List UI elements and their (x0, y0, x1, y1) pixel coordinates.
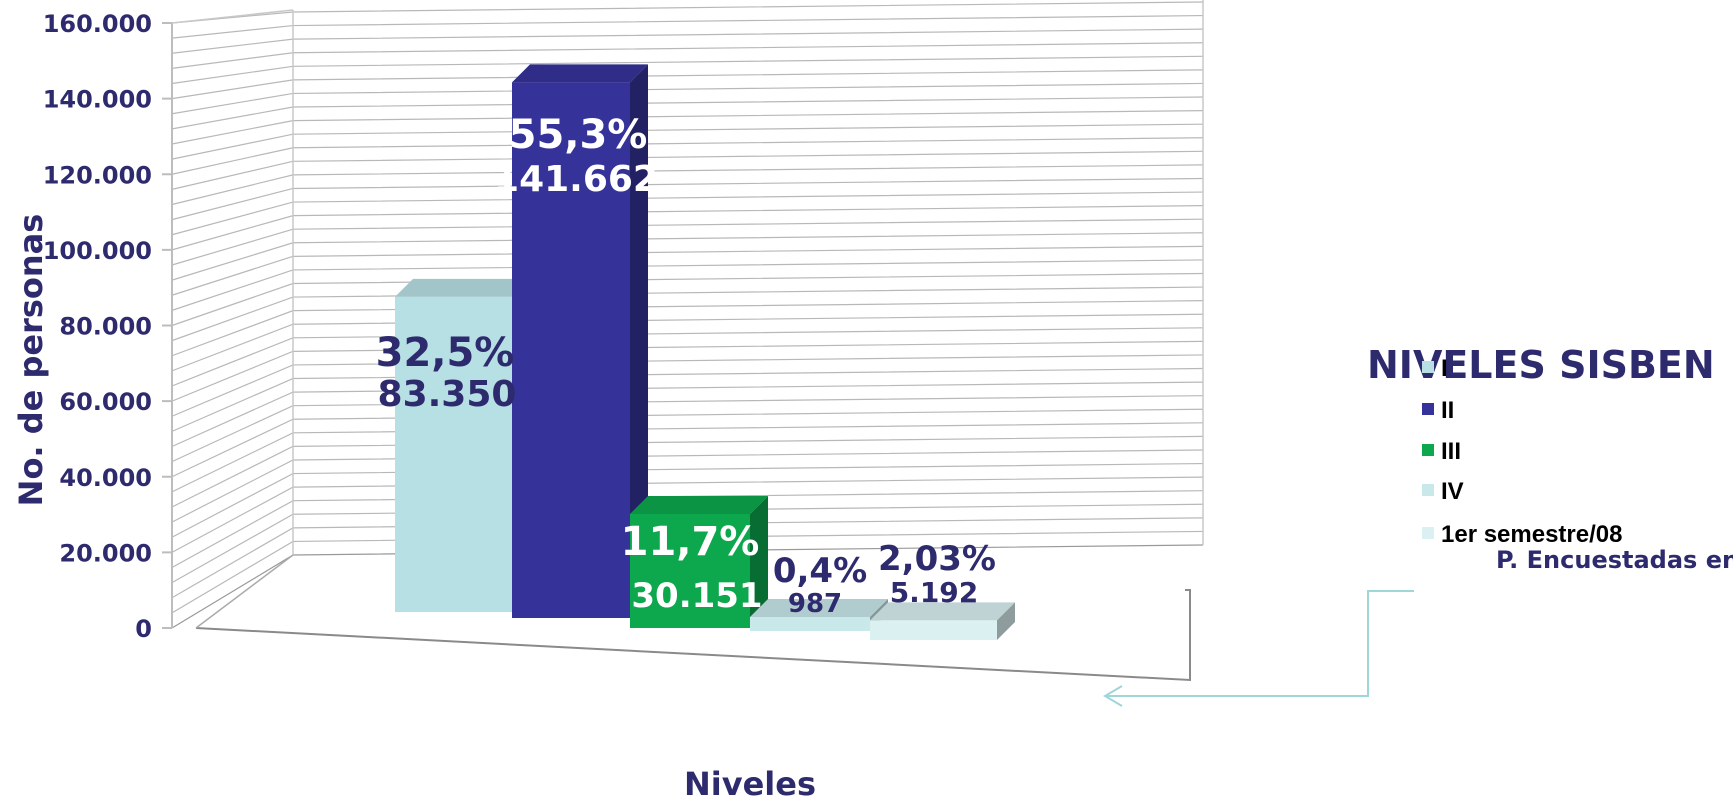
value-label: 5.192 (890, 576, 979, 609)
legend-item: II (1422, 397, 1454, 424)
legend-item: III (1422, 438, 1461, 465)
legend-label: III (1441, 438, 1461, 465)
legend-item: 1er semestre/08 (1422, 521, 1622, 548)
y-tick-label: 0 (135, 615, 152, 643)
y-axis-ticks: 0 20.000 40.000 60.000 80.000 100.000 120.000 1… (43, 10, 172, 643)
y-tick-label: 100.000 (43, 237, 152, 265)
y-tick-label: 60.000 (59, 388, 152, 416)
percent-label: 32,5% (376, 330, 515, 376)
legend-swatch (1422, 403, 1434, 415)
value-label: 30.151 (631, 576, 762, 616)
percent-label: 55,3% (509, 112, 648, 158)
chart-bars (395, 64, 1015, 640)
legend-label: I (1441, 355, 1448, 382)
legend-swatch (1422, 444, 1434, 456)
percent-label: 0,4% (773, 551, 867, 591)
bar-5 (870, 602, 1015, 640)
y-tick-label: 140.000 (43, 86, 152, 114)
y-tick-label: 120.000 (43, 161, 152, 189)
data-labels: 32,5%83.350 55,3%141.662 11,7% 30.151 0,4%98… (376, 112, 996, 619)
y-tick-label: 160.000 (43, 10, 152, 38)
y-tick-label: 40.000 (59, 464, 152, 492)
legend-label: 1er semestre/08 (1441, 521, 1622, 548)
value-label: 141.662 (494, 159, 658, 200)
bar-2 (512, 64, 648, 618)
legend-item: I (1422, 355, 1448, 382)
percent-label: 11,7% (621, 519, 760, 565)
legend-label: II (1441, 397, 1454, 424)
bar-1 (395, 278, 530, 612)
y-tick-label: 20.000 (59, 539, 152, 567)
y-axis-title: No. de personas (12, 214, 50, 507)
x-axis-title: Niveles (684, 765, 816, 801)
annotation-arrow (1103, 590, 1414, 707)
bar-3 (630, 495, 768, 628)
chart-frame (171, 0, 1204, 682)
legend-swatch (1422, 484, 1434, 496)
legend-item: IV (1422, 478, 1464, 505)
legend-label: IV (1441, 478, 1464, 505)
legend-title: NIVELES SISBEN (1367, 343, 1715, 387)
legend-swatch (1422, 527, 1434, 539)
legend-swatch (1422, 361, 1434, 373)
y-tick-label: 80.000 (59, 313, 152, 341)
value-label: 83.350 (378, 374, 517, 415)
value-label: 987 (788, 589, 842, 619)
percent-label: 2,03% (878, 539, 996, 579)
annotation-text: P. Encuestadas en (1496, 546, 1733, 574)
